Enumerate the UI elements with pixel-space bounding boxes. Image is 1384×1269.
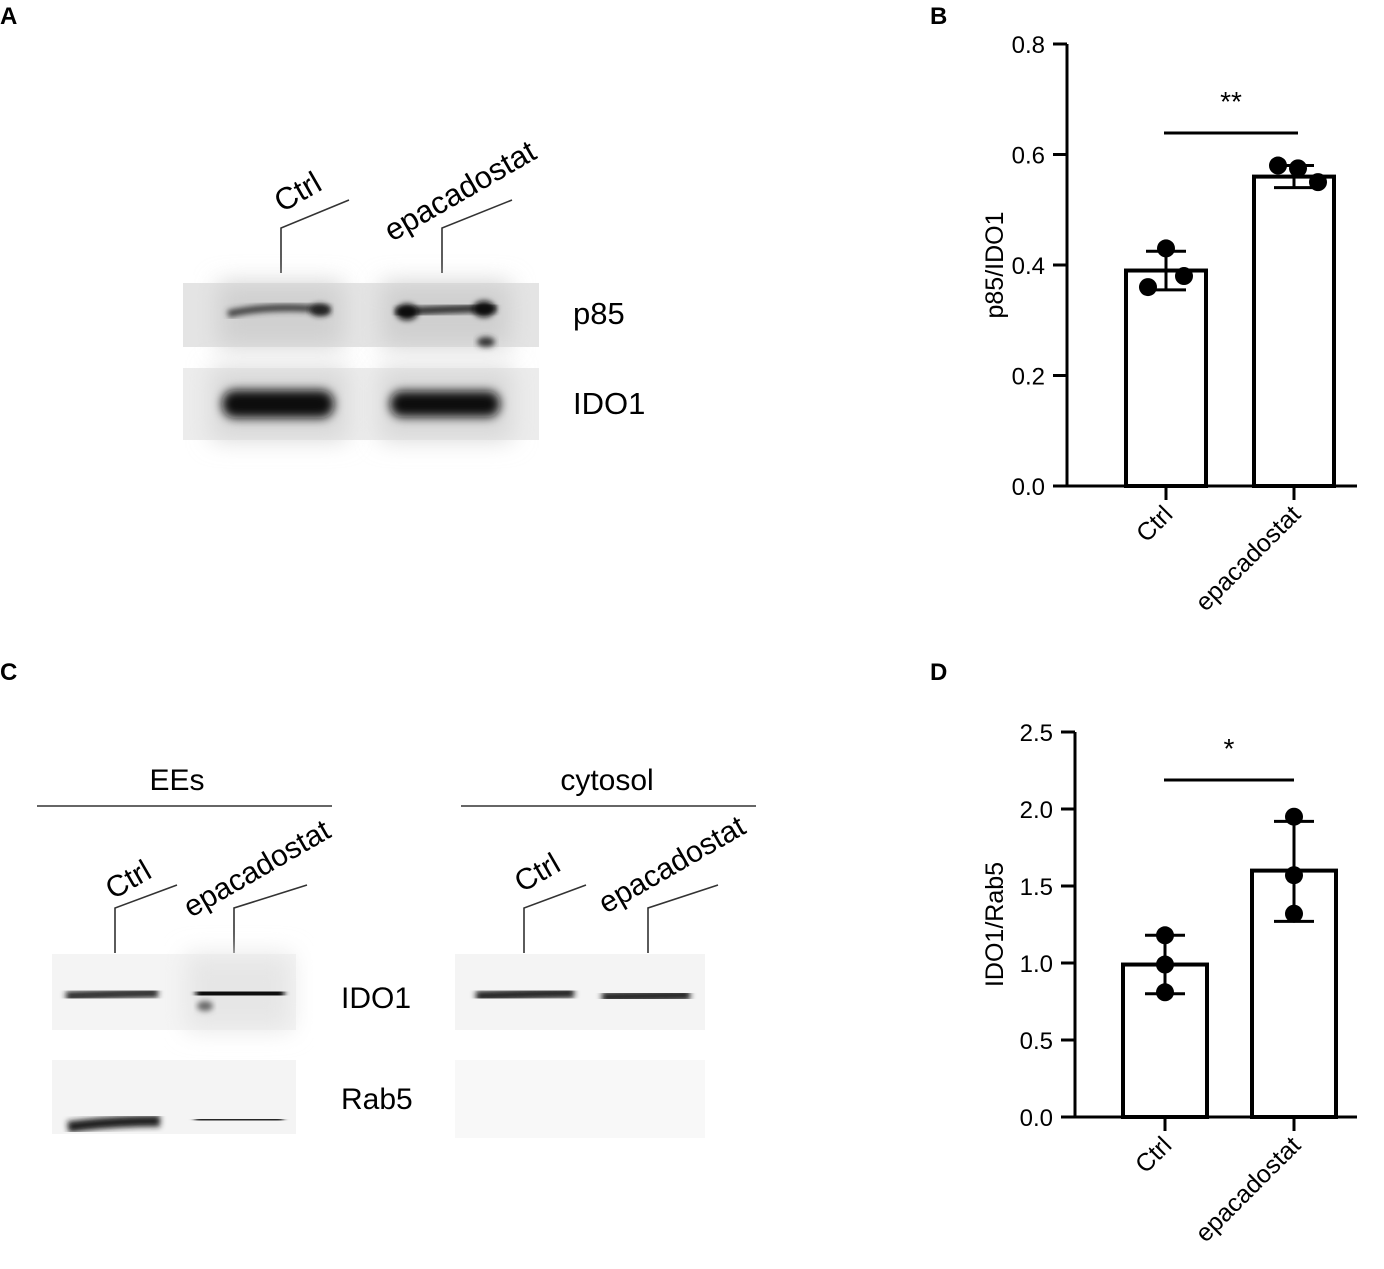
significance-label-d: * <box>1224 733 1235 764</box>
panel-a-lane-brackets <box>280 199 513 273</box>
data-point-d <box>1285 904 1303 923</box>
y-tick-label-b: 0.8 <box>1012 32 1045 59</box>
panel-a-row-ido1: IDO1 <box>573 386 645 421</box>
panel-a-blot-p85 <box>183 283 539 347</box>
bar-b-2 <box>1252 174 1336 488</box>
y-tick-label-d: 0.5 <box>1020 1028 1053 1055</box>
data-point-d <box>1285 807 1303 826</box>
panel-b: B 0.0 0.2 0.4 0.6 0.8 p85/IDO1 Ctrl epacadostat… <box>930 3 1357 617</box>
x-tick-label-b: Ctrl <box>1131 500 1178 547</box>
chart-b: 0.0 0.2 0.4 0.6 0.8 p85/IDO1 Ctrl epacadostat ** <box>981 32 1357 617</box>
panel-c-lane-brackets <box>114 884 719 953</box>
panel-a: A Ctrl epacadostat p85 IDO1 <box>0 3 645 440</box>
panel-c-row-rab5: Rab5 <box>341 1083 413 1116</box>
panel-c-blot-cytosol-ido1 <box>455 954 705 1030</box>
data-point-b <box>1175 267 1193 286</box>
x-tick-label-d: epacadostat <box>1190 1131 1306 1247</box>
panel-c-row-ido1: IDO1 <box>341 982 411 1015</box>
data-point-b <box>1269 156 1287 175</box>
data-point-d <box>1156 926 1174 945</box>
panel-letter-d: D <box>930 659 947 686</box>
panel-letter-c: C <box>0 659 17 686</box>
chart-d: 0.0 0.5 1.0 1.5 2.0 2.5 IDO1/Rab5 Ctrl epacadost… <box>981 720 1357 1248</box>
data-point-b <box>1309 173 1327 192</box>
x-tick-label-b: epacadostat <box>1190 500 1306 616</box>
bar-b-1 <box>1124 268 1208 488</box>
panel-letter-b: B <box>930 3 947 30</box>
panel-a-row-p85: p85 <box>573 296 625 331</box>
panel-a-lane-epacadostat: epacadostat <box>378 133 542 248</box>
panel-a-lane-ctrl: Ctrl <box>268 165 327 219</box>
panel-d: D 0.0 0.5 1.0 1.5 2.0 2.5 IDO1/Rab5 Ctrl epacado… <box>930 659 1357 1248</box>
panel-c-group-ees: EEs <box>149 764 204 797</box>
x-tick-label-d: Ctrl <box>1130 1131 1177 1178</box>
panel-letter-a: A <box>0 3 17 30</box>
panel-a-blot-ido1 <box>183 368 539 440</box>
panel-c-blot-cytosol-rab5 <box>455 1060 705 1138</box>
data-point-d <box>1156 955 1174 974</box>
data-point-b <box>1289 159 1307 178</box>
panel-c-group-cytosol: cytosol <box>560 764 653 797</box>
data-point-b <box>1139 278 1157 297</box>
panel-c: C EEs cytosol Ctrl epacadostat Ctrl epac… <box>0 659 756 1138</box>
data-point-d <box>1285 866 1303 885</box>
y-tick-label-b: 0.2 <box>1012 364 1045 391</box>
panel-c-ees-lane-ctrl: Ctrl <box>100 854 157 906</box>
data-point-d <box>1156 983 1174 1002</box>
significance-label-b: ** <box>1220 86 1242 117</box>
y-axis-title-d: IDO1/Rab5 <box>981 862 1009 987</box>
y-tick-label-b: 0.6 <box>1012 143 1045 170</box>
y-tick-label-b: 0.0 <box>1012 474 1045 501</box>
panel-c-ees-lane-epacadostat: epacadostat <box>178 813 337 924</box>
data-point-b <box>1157 239 1175 258</box>
panel-c-blot-ees-rab5 <box>52 1060 296 1134</box>
y-tick-label-d: 2.0 <box>1020 797 1053 824</box>
panel-c-blot-ees-ido1 <box>52 954 296 1030</box>
y-tick-label-b: 0.4 <box>1012 253 1045 280</box>
y-tick-label-d: 0.0 <box>1020 1105 1053 1132</box>
panel-c-cytosol-lane-ctrl: Ctrl <box>509 847 566 899</box>
panel-c-cytosol-lane-epacadostat: epacadostat <box>593 809 752 920</box>
y-axis-title-b: p85/IDO1 <box>981 211 1009 318</box>
y-tick-label-d: 2.5 <box>1020 720 1053 747</box>
y-tick-label-d: 1.5 <box>1020 874 1053 901</box>
y-tick-label-d: 1.0 <box>1020 951 1053 978</box>
